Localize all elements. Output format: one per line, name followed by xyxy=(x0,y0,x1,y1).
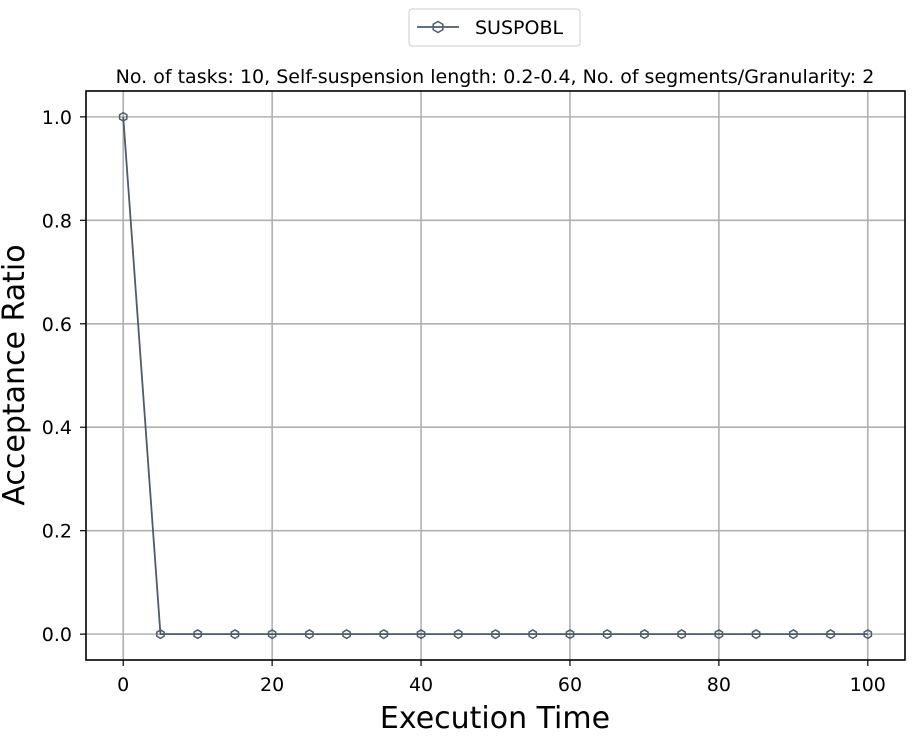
y-axis-label: Acceptance Ratio xyxy=(0,244,32,505)
y-tick-label: 1.0 xyxy=(42,107,72,129)
grid xyxy=(86,91,905,660)
data-point xyxy=(640,629,649,640)
y-tick-label: 0.0 xyxy=(42,624,72,646)
legend-frame xyxy=(408,8,581,47)
data-point xyxy=(714,629,724,640)
data-point xyxy=(193,629,203,640)
data-point xyxy=(826,629,835,640)
data-point xyxy=(602,629,612,640)
x-tick-label: 0 xyxy=(117,674,129,696)
data-point xyxy=(863,629,873,640)
data-point xyxy=(304,629,314,640)
data-point xyxy=(118,111,128,122)
x-tick-label: 40 xyxy=(409,674,433,696)
axis-ticks: 0 20 40 60 80 100 0.0 0.2 0.4 0.6 0.8 1.0 xyxy=(42,107,886,696)
plot-frame xyxy=(85,90,906,661)
series-line xyxy=(122,116,868,636)
y-tick-label: 0.4 xyxy=(42,417,72,439)
data-point xyxy=(565,629,575,640)
data-point xyxy=(379,629,389,640)
x-tick-label: 20 xyxy=(260,674,284,696)
legend-label: SUSPOBL xyxy=(475,17,563,39)
data-point xyxy=(491,629,500,640)
x-axis-label: Execution Time xyxy=(380,701,610,736)
data-point xyxy=(751,629,761,640)
y-tick-label: 0.2 xyxy=(42,521,72,543)
data-point xyxy=(156,629,165,640)
x-tick-label: 80 xyxy=(707,674,731,696)
data-point xyxy=(788,629,798,640)
data-point xyxy=(528,629,538,640)
y-tick-label: 0.8 xyxy=(42,210,72,232)
legend: SUSPOBL xyxy=(408,8,581,47)
data-point xyxy=(416,629,426,640)
series xyxy=(118,111,873,640)
x-tick-label: 100 xyxy=(850,674,886,696)
data-point xyxy=(267,629,277,640)
x-tick-label: 60 xyxy=(558,674,582,696)
data-point xyxy=(342,629,351,640)
legend-marker xyxy=(432,20,444,34)
data-point xyxy=(230,629,240,640)
y-tick-label: 0.6 xyxy=(42,314,72,336)
data-point xyxy=(453,629,463,640)
data-point xyxy=(677,629,687,640)
chart-title: No. of tasks: 10, Self-suspension length… xyxy=(116,66,875,88)
